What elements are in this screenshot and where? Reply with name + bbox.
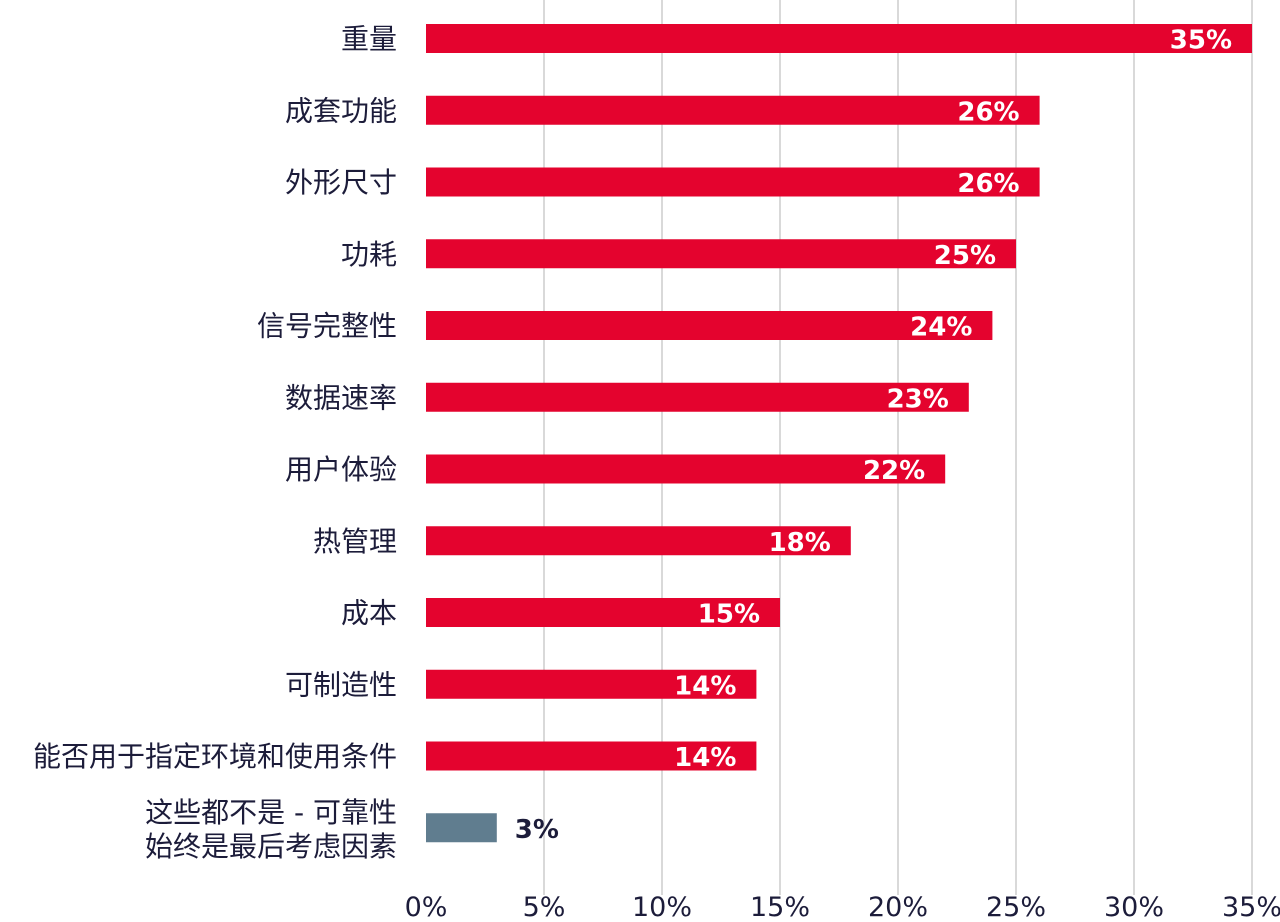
category-label: 用户体验 <box>285 453 397 486</box>
category-label: 数据速率 <box>285 381 397 414</box>
category-label: 成套功能 <box>285 94 397 127</box>
x-tick-label: 10% <box>632 892 692 922</box>
category-label: 功耗 <box>341 238 397 271</box>
x-tick-label: 15% <box>750 892 810 922</box>
x-tick-label: 5% <box>523 892 566 922</box>
x-tick-label: 20% <box>868 892 928 922</box>
value-label: 26% <box>957 97 1019 127</box>
value-labels: 35% 26% 26% 25% 24% 23% 22% 18% 15% 14% 14% 3% <box>515 26 1232 845</box>
category-label: 这些都不是 - 可靠性 <box>145 796 397 829</box>
category-labels: 重量成套功能外形尺寸功耗信号完整性数据速率用户体验热管理成本可制造性能否用于指定… <box>33 23 397 863</box>
value-label: 22% <box>863 456 925 486</box>
value-label: 15% <box>698 600 760 630</box>
x-tick-label: 0% <box>405 892 448 922</box>
category-label: 可制造性 <box>285 668 397 701</box>
bar <box>426 24 1252 53</box>
x-axis-ticks: 0% 5% 10% 15% 20% 25% 30% 35% <box>405 892 1280 922</box>
bar <box>426 311 993 340</box>
value-label: 25% <box>934 241 996 271</box>
value-label: 24% <box>910 313 972 343</box>
bar <box>426 95 1040 125</box>
category-label: 成本 <box>341 597 397 630</box>
bar <box>426 239 1016 269</box>
category-label: 外形尺寸 <box>285 166 397 199</box>
x-tick-label: 30% <box>1104 892 1164 922</box>
x-tick-label: 25% <box>986 892 1046 922</box>
category-label: 始终是最后考虑因素 <box>145 830 397 863</box>
category-label: 重量 <box>341 23 397 56</box>
gridlines <box>543 0 1253 895</box>
value-label: 35% <box>1170 26 1232 56</box>
bar <box>426 167 1040 197</box>
bar <box>426 526 851 556</box>
bar <box>426 454 946 484</box>
value-label: 23% <box>887 384 949 414</box>
bar <box>426 598 780 627</box>
bar <box>426 382 969 412</box>
value-label: 14% <box>674 671 736 701</box>
value-label: 18% <box>769 528 831 558</box>
bar <box>426 669 757 699</box>
value-label: 14% <box>674 743 736 773</box>
bars <box>426 24 1252 843</box>
value-label: 26% <box>957 169 1019 199</box>
category-label: 热管理 <box>313 525 397 558</box>
category-label: 信号完整性 <box>257 310 397 343</box>
bar <box>426 813 497 843</box>
category-label: 能否用于指定环境和使用条件 <box>33 740 397 773</box>
bar <box>426 741 757 771</box>
x-tick-label: 35% <box>1222 892 1280 922</box>
value-label: 3% <box>515 815 559 845</box>
